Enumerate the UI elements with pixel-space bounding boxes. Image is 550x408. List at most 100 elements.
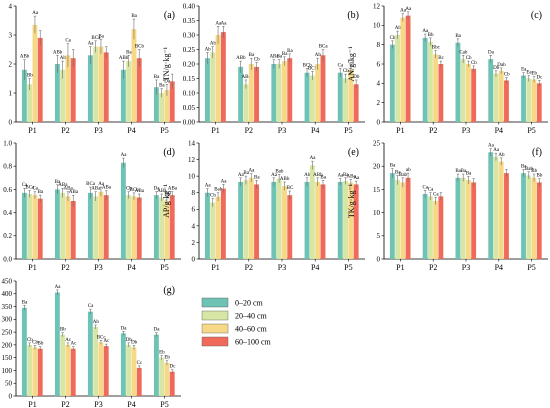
significance-label: Aa: [238, 173, 245, 178]
bar: [254, 66, 260, 122]
bar: [93, 196, 99, 259]
x-tick-label: P1: [28, 126, 36, 135]
x-tick-label: P5: [527, 126, 535, 135]
bar: [27, 194, 33, 259]
y-tick-label: 4: [192, 222, 196, 230]
significance-label: Ba: [455, 34, 461, 39]
significance-label: ABb: [20, 55, 30, 60]
bar: [103, 346, 109, 396]
y-tick-label: 0.8: [3, 163, 12, 171]
bar: [526, 175, 532, 259]
significance-label: ABb: [119, 56, 129, 61]
y-tick-label: 1.0: [3, 139, 12, 147]
x-tick-label: P1: [396, 263, 404, 272]
bar: [98, 191, 104, 259]
significance-label: BCb: [130, 188, 140, 193]
x-tick-label: P5: [160, 126, 168, 135]
significance-label: Db: [126, 338, 133, 343]
x-tick-label: P3: [94, 126, 102, 135]
significance-label: ABa: [346, 174, 356, 179]
bar: [103, 52, 109, 122]
panel-label: (e): [348, 147, 359, 158]
bar: [136, 197, 142, 259]
significance-label: ABc: [242, 75, 252, 80]
panel-label: (c): [531, 10, 542, 21]
legend-label: 60–100 cm: [235, 338, 272, 347]
bar: [536, 83, 542, 122]
significance-label: Cb: [210, 194, 216, 199]
y-tick-label: 1: [9, 89, 13, 97]
significance-label: Aa: [405, 7, 412, 12]
bar: [70, 348, 76, 396]
bar: [153, 195, 159, 259]
bar: [521, 75, 526, 122]
significance-label: Bb: [537, 174, 543, 179]
bar: [210, 52, 216, 122]
significance-label: Bb: [531, 169, 537, 174]
y-tick-label: 0: [377, 255, 381, 263]
bar: [254, 184, 260, 259]
significance-label: Cb: [32, 340, 38, 345]
significance-label: Ba: [343, 173, 349, 178]
x-tick-label: P2: [429, 126, 437, 135]
x-tick-label: P5: [344, 126, 352, 135]
significance-label: Ba: [98, 34, 104, 39]
significance-label: Ca: [423, 185, 429, 190]
y-tick-label: 0: [9, 392, 13, 400]
significance-label: Ba: [159, 84, 165, 89]
significance-label: Aa: [55, 285, 62, 290]
bar: [131, 196, 137, 259]
significance-label: Dc: [537, 75, 544, 80]
y-tick-label: 450: [2, 277, 13, 285]
y-tick-label: 200: [2, 341, 13, 349]
significance-label: Da: [154, 328, 161, 333]
bar: [488, 59, 494, 122]
bar: [405, 15, 411, 123]
significance-label: Bab: [275, 169, 284, 174]
x-tick-label: P5: [344, 263, 352, 272]
significance-label: Ca: [433, 192, 439, 197]
significance-label: Eb: [159, 351, 165, 356]
significance-label: Ca: [22, 183, 28, 188]
bar: [87, 311, 93, 396]
significance-label: Ba: [254, 175, 260, 180]
significance-label: Cb: [504, 73, 510, 78]
bar: [348, 182, 354, 259]
significance-label: Ca: [428, 188, 434, 193]
bar: [93, 46, 99, 122]
significance-label: Ab: [395, 26, 402, 31]
significance-label: Ba: [277, 55, 283, 60]
x-tick-label: P1: [211, 126, 219, 135]
panel-label: (g): [163, 285, 175, 296]
y-tick-label: 0.20: [183, 60, 196, 68]
y-tick-label: 0.05: [183, 104, 196, 112]
significance-label: ABb: [236, 56, 246, 61]
bar: [215, 35, 221, 122]
significance-label: Bab: [399, 173, 408, 178]
significance-label: Ca: [348, 60, 354, 65]
significance-label: Ba: [455, 169, 461, 174]
y-tick-label: 0.2: [3, 232, 12, 240]
significance-label: Bc: [438, 56, 444, 61]
legend-swatch: [201, 310, 229, 321]
bar: [455, 177, 461, 259]
bar: [120, 333, 126, 396]
y-tick-label: 20: [373, 163, 381, 171]
significance-label: Aa: [353, 176, 360, 181]
significance-label: Cc: [137, 361, 143, 366]
bar: [37, 348, 43, 396]
bar: [131, 347, 137, 396]
bar: [315, 181, 321, 259]
significance-label: ABa: [91, 187, 101, 192]
x-tick-label: P3: [94, 263, 102, 272]
y-tick-label: 6: [377, 60, 381, 68]
y-tick-label: 0.40: [183, 2, 196, 10]
bar: [466, 64, 471, 122]
significance-label: Aa: [400, 9, 407, 14]
significance-label: BCa: [319, 45, 329, 50]
significance-label: Db: [353, 75, 360, 80]
bar: [60, 334, 66, 396]
significance-label: Ba: [126, 50, 132, 55]
bar: [271, 181, 277, 259]
